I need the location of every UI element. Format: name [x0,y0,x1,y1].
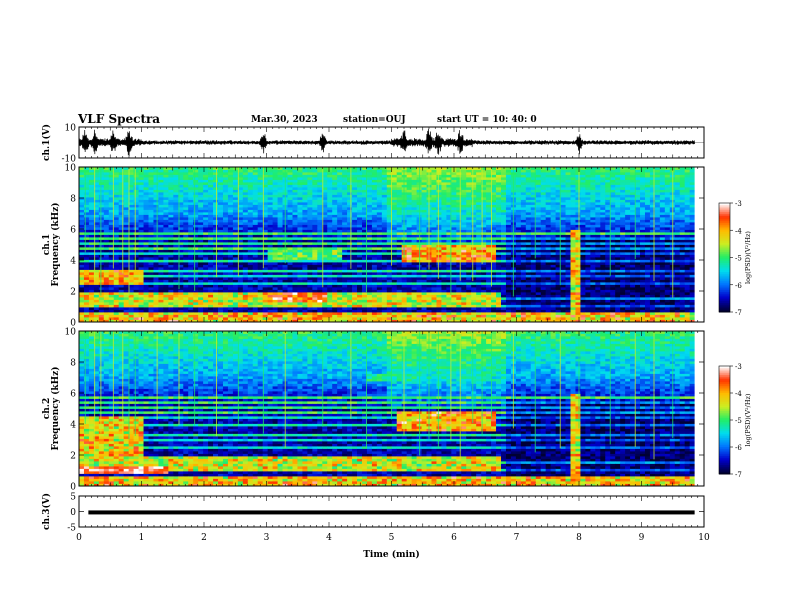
x-axis-label: Time (min) [363,549,420,560]
colorbar-ch2: -3 -4 -5 -6 -7 log(PSD)(V²/Hz) [719,363,752,479]
y-tick-label: 10 [65,164,77,174]
colorbar-label: log(PSD)(V²/Hz) [744,393,752,446]
spectrogram-ch1 [79,167,704,322]
y-tick-label: 6 [70,390,76,400]
x-tick-label: 0 [76,533,82,543]
x-tick-label: 6 [451,533,457,543]
y-tick-label: 4 [70,421,76,431]
y-tick-label: 6 [70,226,76,236]
figure-title: VLF Spectra [78,112,160,126]
spectrogram-ch2 [79,331,704,486]
x-tick-label: 10 [698,533,710,543]
y-tick-label: 10 [65,328,77,338]
y-axis-label-ch1: ch.1(V) [41,124,52,161]
y-tick-label: 8 [70,195,76,205]
y-tick-label: 4 [70,257,76,267]
y-axis-label-ch3: ch.3(V) [41,493,52,530]
y-tick-label: 0 [70,508,76,518]
x-tick-label: 7 [514,533,520,543]
colorbar-tick-label: -5 [735,255,742,263]
y-axis-label-spectrogram: Frequency (kHz) [50,202,61,286]
colorbar-label: log(PSD)(V²/Hz) [744,231,752,284]
y-axis-label-spectrogram: Frequency (kHz) [50,366,61,450]
x-tick-label: 8 [576,533,582,543]
x-tick-label: 3 [264,533,270,543]
x-tick-label: 9 [639,533,645,543]
colorbar-ch1: -3 -4 -5 -6 -7 log(PSD)(V²/Hz) [719,200,752,317]
y-tick-label: 2 [70,288,76,298]
station-label: station=OUJ [343,115,406,125]
ch3-trace [88,510,694,514]
x-tick-label: 2 [201,533,207,543]
colorbar-tick-label: -7 [735,309,742,317]
y-tick-label: 8 [70,359,76,369]
y-tick-label: 10 [65,124,77,134]
y-tick-label: -5 [67,524,76,534]
colorbar-tick-label: -3 [735,200,742,208]
y-tick-label: 0 [70,483,76,493]
x-tick-label: 5 [389,533,395,543]
colorbar-tick-label: -5 [735,417,742,425]
colorbar-tick-label: -4 [735,227,742,235]
colorbar-tick-label: -7 [735,471,742,479]
colorbar-tick-label: -6 [735,282,742,290]
colorbar-tick-label: -4 [735,390,742,398]
start-time-label: start UT = 10: 40: 0 [437,115,537,125]
y-tick-label: 5 [70,493,76,503]
x-tick-label: 1 [139,533,145,543]
y-tick-label: 2 [70,452,76,462]
colorbar-tick-label: -3 [735,363,742,371]
x-tick-label: 4 [326,533,332,543]
date-label: Mar.30, 2023 [251,115,318,125]
colorbar-tick-label: -6 [735,444,742,452]
waveform-ch1 [79,129,704,156]
